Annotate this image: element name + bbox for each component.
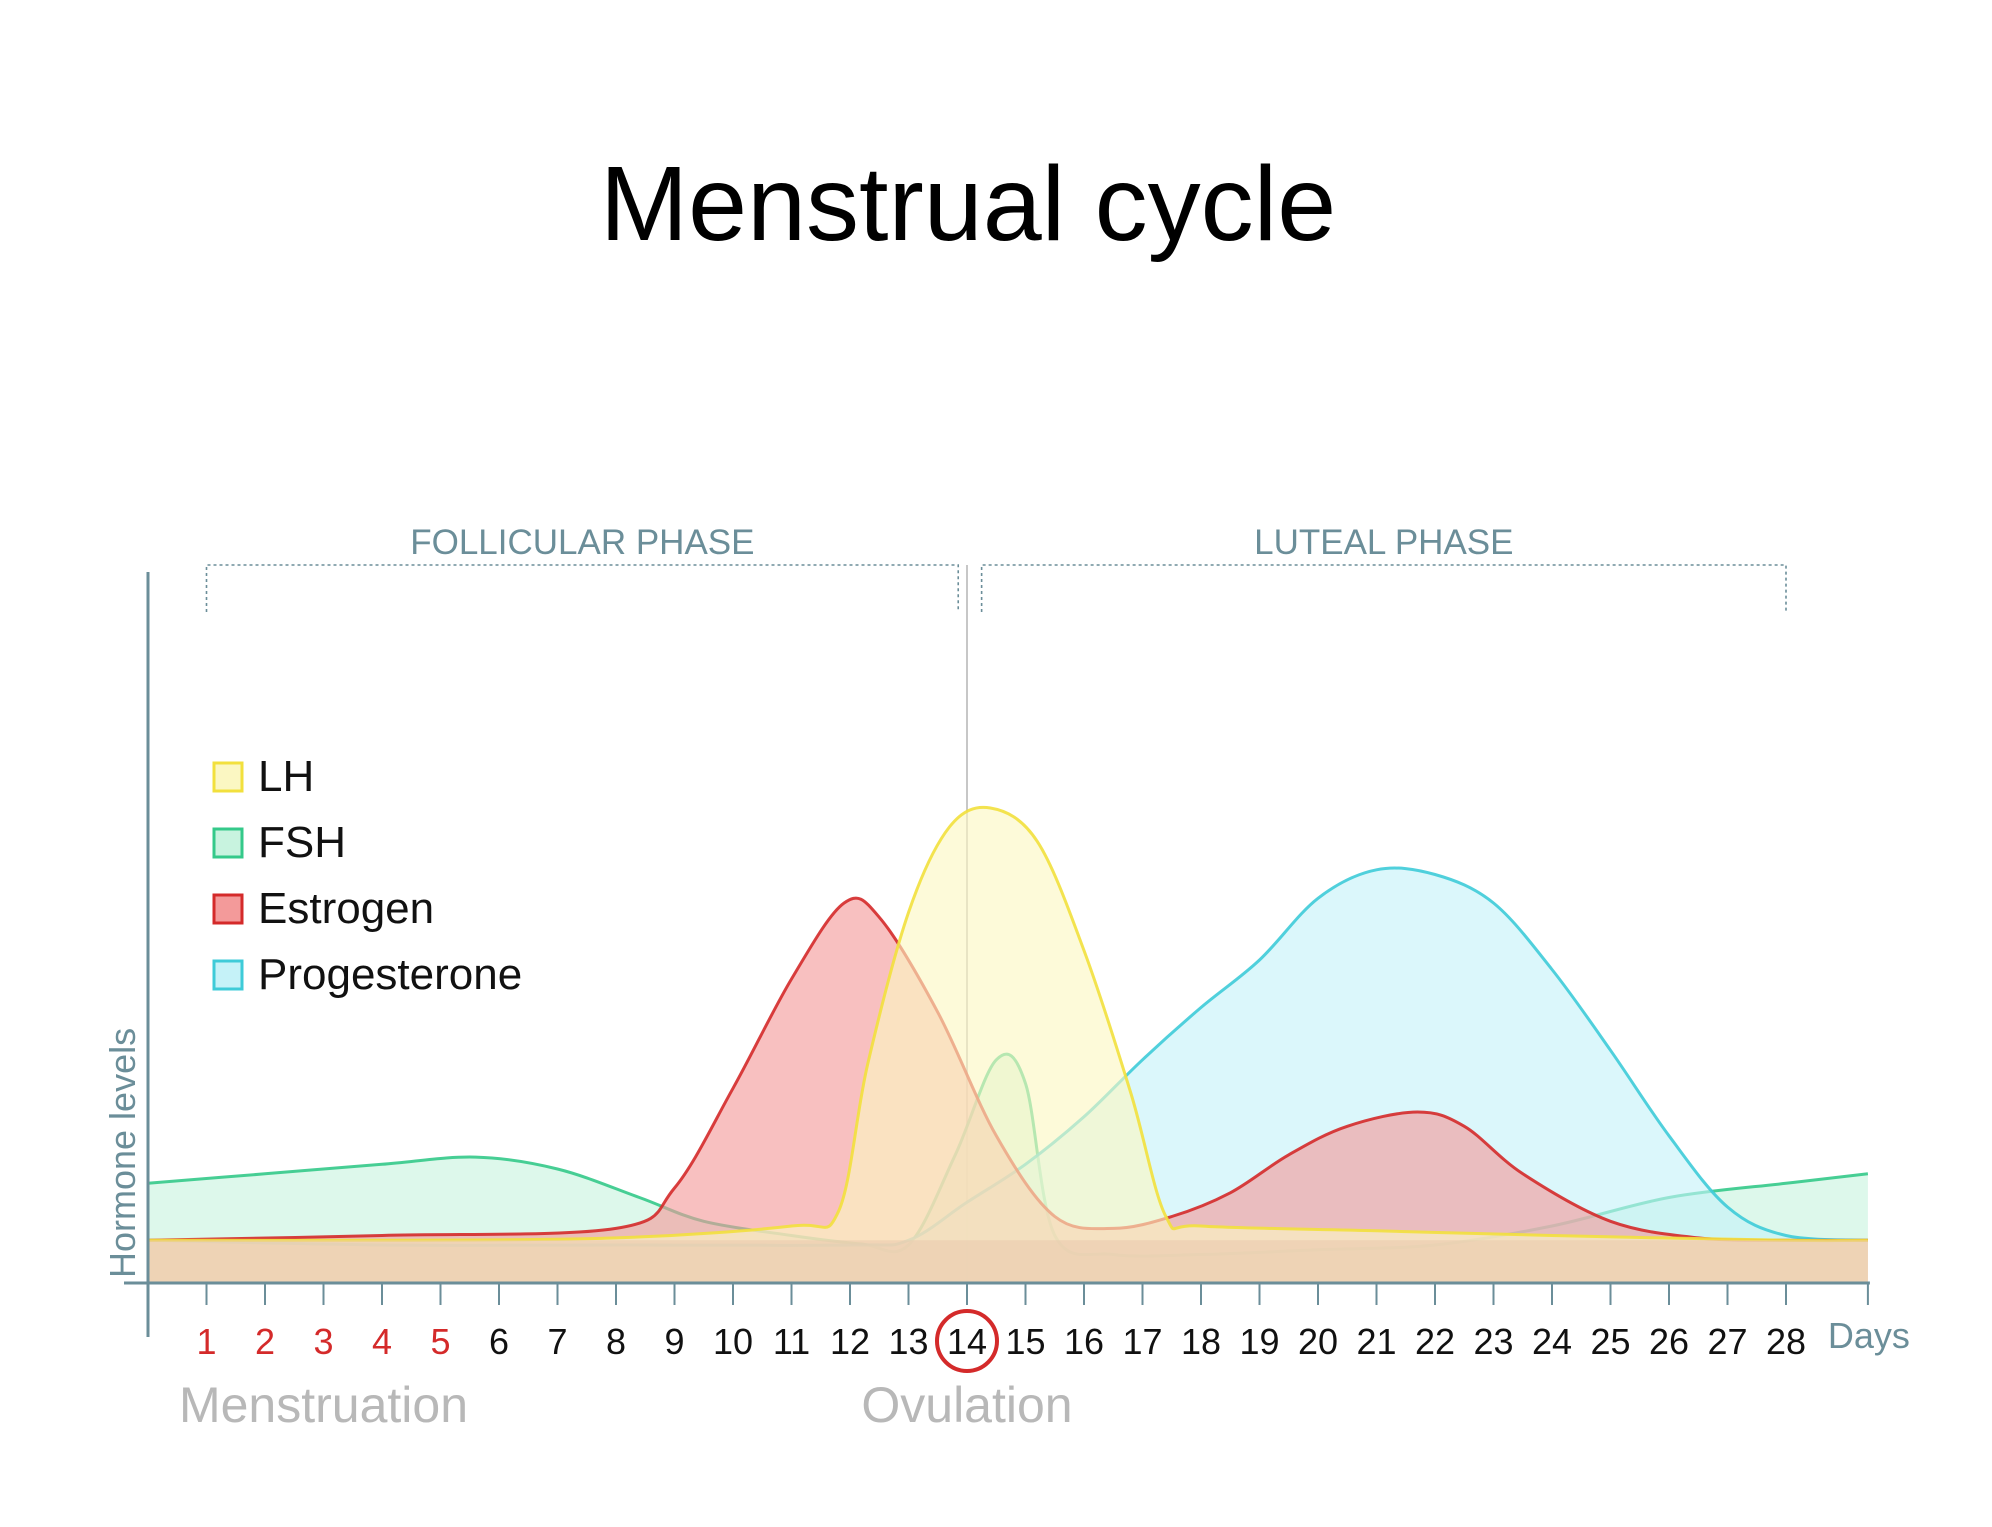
legend-swatch-lh: [212, 761, 244, 793]
x-tick-label: 4: [372, 1321, 392, 1362]
x-tick-label: 7: [547, 1321, 567, 1362]
lh-area: [148, 807, 1868, 1283]
legend-label-progesterone: Progesterone: [258, 950, 522, 999]
legend-swatch-fsh: [212, 827, 244, 859]
x-tick-label: 28: [1766, 1321, 1806, 1362]
legend-swatch-progesterone: [212, 959, 244, 991]
x-tick-label: 26: [1649, 1321, 1689, 1362]
legend-label-estrogen: Estrogen: [258, 884, 434, 933]
follicular-phase-bracket: [205, 564, 960, 612]
x-tick-label: 12: [830, 1321, 870, 1362]
ovulation-annotation: Ovulation: [861, 1377, 1072, 1433]
follicular-phase-label: FOLLICULAR PHASE: [410, 523, 754, 562]
x-ticks: 1 2 3 4 5 6 7 8 9 10 11 12 13 14 15 16 17 18 19 20 21 22 23 24 2…: [196, 1283, 1869, 1373]
legend-label-lh: LH: [258, 752, 314, 801]
x-tick-label: 22: [1415, 1321, 1455, 1362]
x-tick-label: 13: [888, 1321, 928, 1362]
lh-line: [147, 805, 1868, 1243]
baseline-fill: [148, 1240, 1868, 1283]
x-tick-label: 10: [713, 1321, 753, 1362]
x-tick-label: 1: [196, 1321, 216, 1362]
x-tick-label: 3: [313, 1321, 333, 1362]
x-tick-label: 9: [664, 1321, 684, 1362]
chart-title: Menstrual cycle: [600, 145, 1336, 263]
x-tick-label: 2: [255, 1321, 275, 1362]
x-tick-label: 17: [1122, 1321, 1162, 1362]
estrogen-area: [148, 898, 1868, 1283]
annotations: Menstruation Ovulation: [179, 1377, 1073, 1433]
x-tick-label: 23: [1473, 1321, 1513, 1362]
ovulation-day-marker: [935, 1309, 999, 1373]
x-tick-label: 21: [1356, 1321, 1396, 1362]
x-tick-label: 16: [1064, 1321, 1104, 1362]
x-tick-label: 19: [1239, 1321, 1279, 1362]
axes: [124, 572, 1870, 1337]
phase-brackets: FOLLICULAR PHASE LUTEAL PHASE: [205, 523, 1787, 1283]
luteal-phase-label: LUTEAL PHASE: [1254, 523, 1513, 562]
x-tick-label: 14: [947, 1321, 987, 1362]
hormone-areas: [147, 805, 1869, 1283]
x-tick-label: 15: [1005, 1321, 1045, 1362]
menstruation-annotation: Menstruation: [179, 1377, 468, 1433]
x-tick-label: 8: [606, 1321, 626, 1362]
legend-label-fsh: FSH: [258, 818, 346, 867]
x-tick-label: 24: [1532, 1321, 1572, 1362]
luteal-phase-bracket: [980, 564, 1787, 612]
x-tick-label: 11: [773, 1321, 810, 1362]
legend: LH FSH Estrogen Progesterone: [212, 752, 522, 999]
legend-swatch-estrogen: [212, 893, 244, 925]
x-axis-label: Days: [1828, 1315, 1910, 1356]
x-tick-label: 25: [1590, 1321, 1630, 1362]
x-tick-label: 27: [1707, 1321, 1747, 1362]
y-axis-label: Hormone levels: [102, 1028, 143, 1278]
x-tick-label: 5: [430, 1321, 450, 1362]
shared-baseline-band: [148, 1240, 1868, 1283]
x-tick-label: 18: [1181, 1321, 1221, 1362]
x-tick-label: 6: [489, 1321, 509, 1362]
x-tick-label: 20: [1298, 1321, 1338, 1362]
